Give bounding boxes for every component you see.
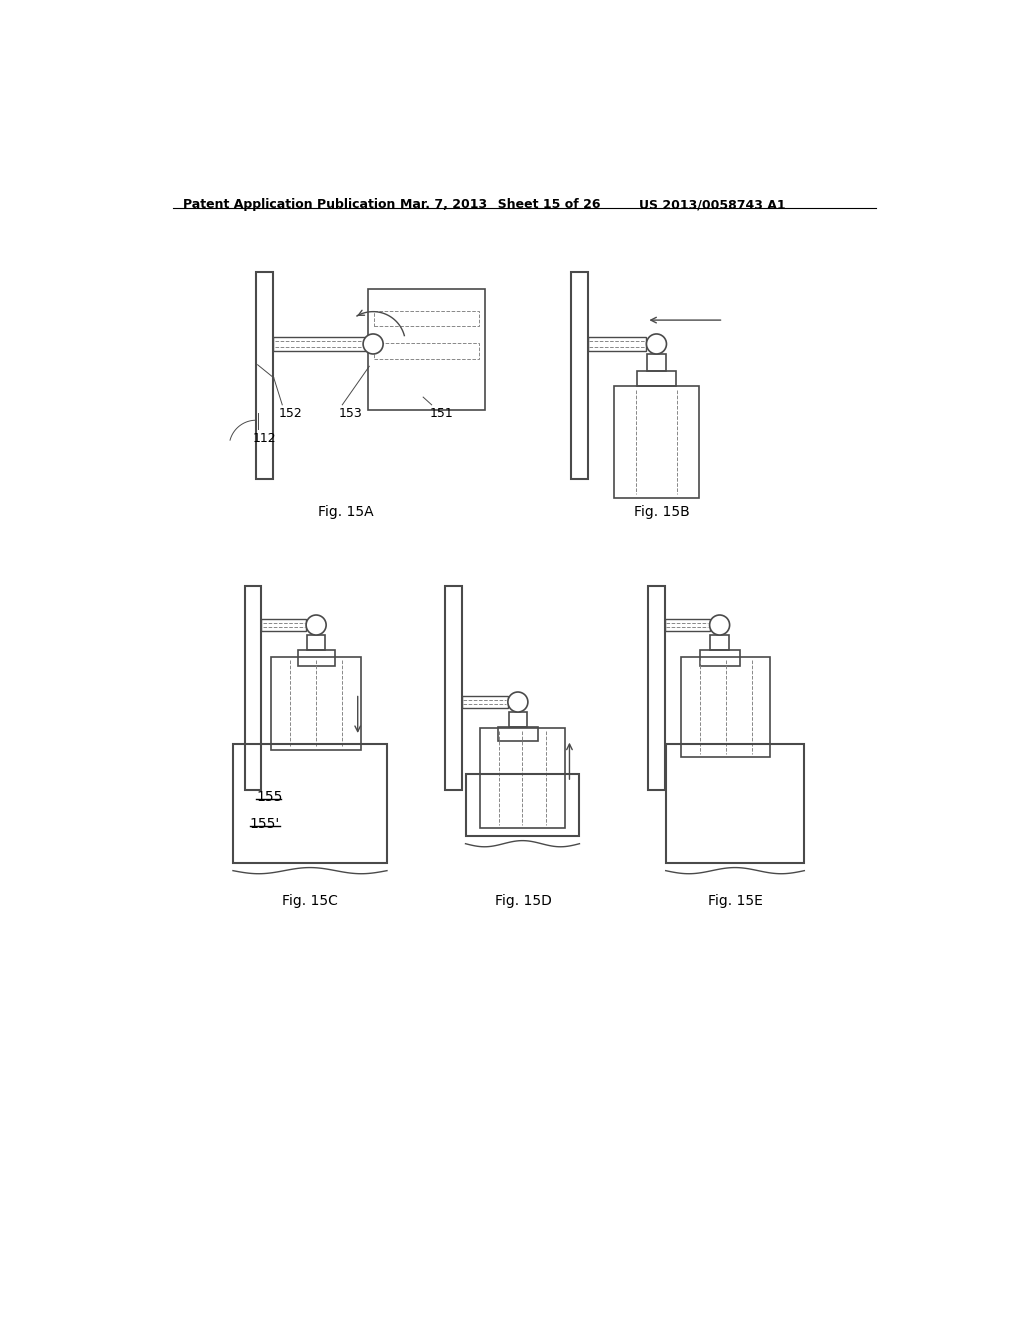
Bar	[233, 743, 387, 863]
Bar	[462, 696, 508, 708]
Text: Patent Application Publication: Patent Application Publication	[183, 198, 395, 211]
Bar	[368, 289, 484, 411]
Bar	[614, 387, 698, 498]
Circle shape	[710, 615, 730, 635]
Bar	[711, 635, 729, 651]
Text: Fig. 15C: Fig. 15C	[282, 894, 338, 908]
Text: Fig. 15D: Fig. 15D	[495, 894, 552, 908]
Text: 152: 152	[279, 407, 302, 420]
Text: 153: 153	[339, 407, 362, 420]
Bar	[261, 619, 306, 631]
Text: 112: 112	[252, 432, 275, 445]
Bar	[647, 354, 666, 371]
Bar	[665, 619, 710, 631]
Bar	[466, 775, 580, 836]
Bar	[637, 371, 676, 387]
Bar	[699, 651, 739, 665]
Text: Fig. 15A: Fig. 15A	[318, 506, 374, 519]
Text: Fig. 15B: Fig. 15B	[634, 506, 690, 519]
Bar	[666, 743, 804, 863]
Text: Fig. 15E: Fig. 15E	[709, 894, 763, 908]
Bar	[444, 586, 462, 789]
Bar	[681, 657, 770, 758]
Bar	[245, 586, 261, 789]
Bar	[509, 711, 527, 727]
Bar	[256, 272, 273, 479]
Bar	[571, 272, 588, 479]
Text: 155': 155'	[250, 817, 281, 830]
Bar	[273, 337, 368, 351]
Bar	[374, 343, 478, 359]
Text: Mar. 7, 2013  Sheet 15 of 26: Mar. 7, 2013 Sheet 15 of 26	[400, 198, 600, 211]
Circle shape	[508, 692, 528, 711]
Bar	[480, 729, 565, 829]
Bar	[298, 651, 335, 665]
Circle shape	[646, 334, 667, 354]
Circle shape	[364, 334, 383, 354]
Bar	[271, 657, 360, 750]
Text: 155: 155	[256, 789, 283, 804]
Bar	[588, 337, 646, 351]
Bar	[498, 727, 538, 742]
Bar	[648, 586, 665, 789]
Circle shape	[306, 615, 326, 635]
Text: US 2013/0058743 A1: US 2013/0058743 A1	[639, 198, 785, 211]
Bar	[307, 635, 326, 651]
Bar	[374, 312, 478, 326]
Text: 151: 151	[429, 407, 453, 420]
